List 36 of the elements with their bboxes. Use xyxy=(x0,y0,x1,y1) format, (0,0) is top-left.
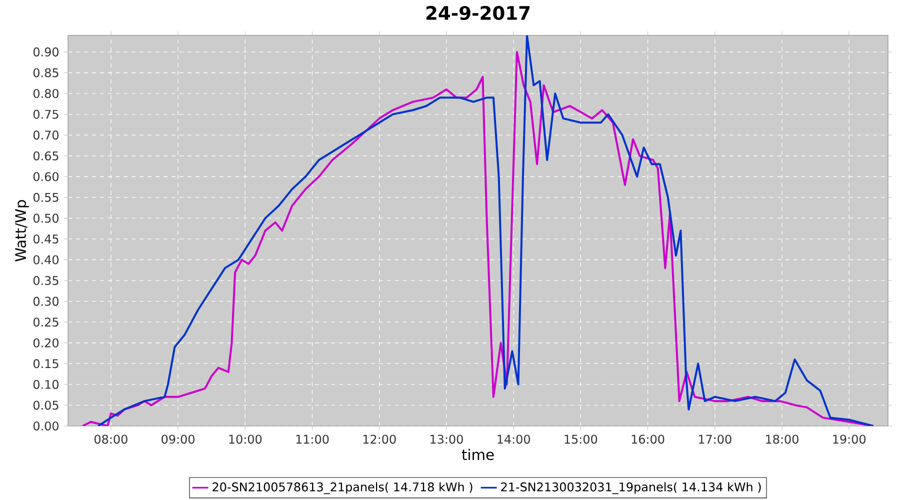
y-axis-title: Watt/Wp xyxy=(15,200,29,262)
x-tick-label: 16:00 xyxy=(632,434,664,444)
x-tick-label: 09:00 xyxy=(162,434,194,444)
y-tick-label: 0.75 xyxy=(33,110,58,119)
y-tick-label: 0.70 xyxy=(33,130,59,140)
y-tick-label: 0.85 xyxy=(33,68,58,78)
legend-label: 20-SN2100578613_21panels( 14.718 kWh ) xyxy=(212,482,472,494)
y-tick-label: 0.25 xyxy=(33,318,58,327)
x-tick-label: 13:00 xyxy=(430,434,463,444)
y-tick-label: 0.40 xyxy=(33,255,59,264)
y-tick-label: 0.20 xyxy=(33,338,59,348)
x-tick-label: 11:00 xyxy=(296,434,329,444)
y-tick-label: 0.35 xyxy=(33,276,58,286)
y-tick-label: 0.80 xyxy=(33,88,59,98)
y-tick-label: 0.15 xyxy=(33,359,58,368)
y-tick-label: 0.30 xyxy=(33,296,59,306)
y-tick-label: 0.00 xyxy=(33,421,59,431)
x-axis-title: time xyxy=(462,448,494,460)
x-tick-label: 10:00 xyxy=(229,434,262,444)
y-tick-label: 0.45 xyxy=(33,234,58,244)
x-tick-label: 19:00 xyxy=(833,434,866,444)
y-tick-label: 0.05 xyxy=(33,400,58,410)
y-tick-label: 0.90 xyxy=(33,47,59,56)
y-tick-label: 0.50 xyxy=(33,214,59,223)
x-tick-label: 08:00 xyxy=(94,434,128,444)
x-tick-label: 15:00 xyxy=(564,434,598,444)
y-tick-label: 0.10 xyxy=(33,380,59,389)
x-tick-label: 18:00 xyxy=(766,434,798,444)
x-tick-label: 12:00 xyxy=(363,434,396,444)
x-tick-label: 14:00 xyxy=(498,434,530,444)
x-tick-label: 17:00 xyxy=(698,434,732,444)
y-tick-label: 0.55 xyxy=(33,192,58,202)
legend-label: 21-SN2130032031_19panels( 14.134 kWh ) xyxy=(501,482,761,494)
chart-title: 24-9-2017 xyxy=(426,6,530,20)
y-tick-label: 0.65 xyxy=(33,151,58,160)
y-tick-label: 0.60 xyxy=(33,172,59,182)
